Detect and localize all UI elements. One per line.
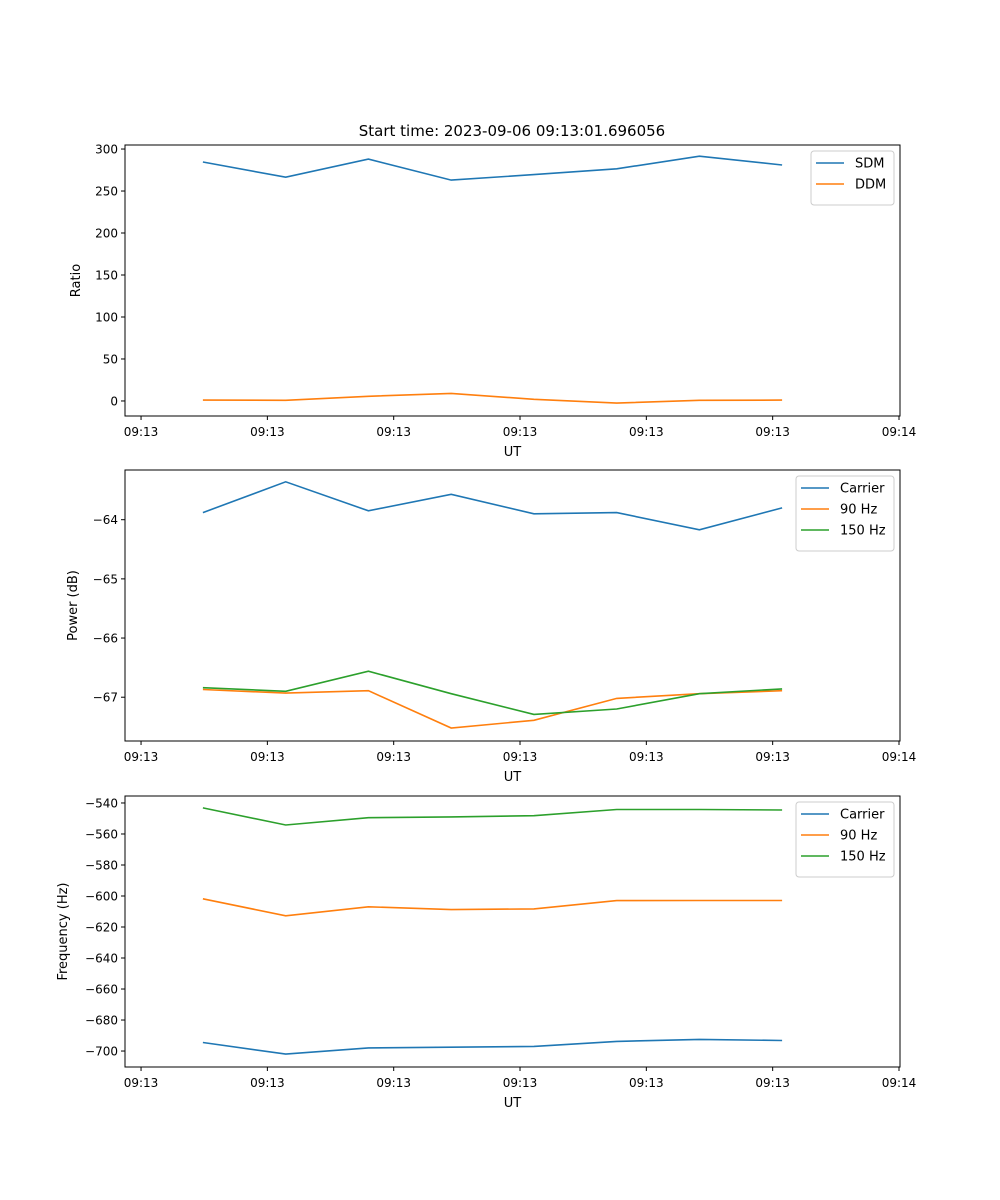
legend: SDM DDM [810,150,895,206]
series-line-carrier [202,480,783,531]
x-tick-label: 09:13 [250,750,285,764]
x-tick-label: 09:13 [503,750,538,764]
y-axis-label: Power (dB) [66,570,81,641]
subplot-2: 09:13 09:13 09:13 09:13 09:13 09:13 09:14 −67 −6… [66,469,917,785]
x-tick-label: 09:14 [882,1076,917,1090]
axes-frame [124,469,901,742]
series-line-ddm [202,392,783,404]
x-tick-label: 09:13 [250,1076,285,1090]
x-tick-label: 09:13 [376,425,411,439]
legend-label: 90 Hz [840,503,877,518]
legend-label: 90 Hz [840,829,877,844]
y-tick-label: −660 [85,983,118,997]
subplot-3: 09:13 09:13 09:13 09:13 09:13 09:13 09:14 −700 −… [56,795,917,1111]
x-tick-label: 09:13 [629,750,664,764]
subplot-1: 09:13 09:13 09:13 09:13 09:13 09:13 09:14 0 50 10… [69,143,916,460]
y-axis-label: Ratio [69,264,84,297]
series-line-90-hz [202,688,783,729]
x-tick-label: 09:13 [124,750,159,764]
y-tick-label: 0 [110,394,118,408]
x-tick-label: 09:14 [882,750,917,764]
y-tick-label: −65 [93,572,118,586]
y-tick-label: 100 [95,310,118,324]
x-tick-label: 09:13 [376,1076,411,1090]
legend-box [810,150,895,206]
axes-frame [124,144,901,417]
legend-label: Carrier [840,482,885,497]
x-tick-label: 09:13 [755,1076,790,1090]
y-tick-label: −640 [85,952,118,966]
y-tick-label: −66 [93,632,118,646]
y-tick-label: −67 [93,691,118,705]
series-line-150-hz [202,670,783,716]
y-tick-label: 200 [95,227,118,241]
y-tick-label: 300 [95,143,118,157]
legend-box [795,475,895,552]
legend-label: 150 Hz [840,850,886,865]
y-tick-label: −680 [85,1014,118,1028]
axes-frame [124,795,901,1068]
x-tick-label: 09:13 [376,750,411,764]
series-line-150-hz [202,807,783,826]
x-tick-label: 09:13 [503,1076,538,1090]
x-axis-label: UT [504,770,522,785]
x-tick-label: 09:13 [629,1076,664,1090]
y-tick-label: −64 [93,513,118,527]
legend-label: DDM [855,178,886,193]
legend: Carrier 90 Hz 150 Hz [795,475,895,552]
x-tick-label: 09:13 [755,425,790,439]
series-line-90-hz [202,898,783,917]
series-line-sdm [202,155,783,181]
y-tick-label: −540 [85,796,118,810]
legend-label: 150 Hz [840,524,886,539]
x-tick-label: 09:13 [503,425,538,439]
x-axis-label: UT [504,445,522,460]
legend-label: SDM [855,157,884,172]
y-axis-label: Frequency (Hz) [56,882,71,980]
x-tick-label: 09:13 [629,425,664,439]
y-tick-label: 150 [95,268,118,282]
y-tick-label: −620 [85,921,118,935]
y-tick-label: −600 [85,889,118,903]
x-tick-label: 09:14 [882,425,917,439]
y-tick-label: −560 [85,827,118,841]
x-tick-label: 09:13 [755,750,790,764]
series-line-carrier [202,1038,783,1055]
x-tick-label: 09:13 [124,1076,159,1090]
y-tick-label: 50 [103,352,118,366]
x-tick-label: 09:13 [124,425,159,439]
legend: Carrier 90 Hz 150 Hz [795,801,895,878]
x-axis-label: UT [504,1096,522,1111]
chart-title: Start time: 2023-09-06 09:13:01.696056 [359,122,665,140]
y-tick-label: 250 [95,185,118,199]
legend-box [795,801,895,878]
y-tick-label: −700 [85,1045,118,1059]
x-tick-label: 09:13 [250,425,285,439]
y-tick-label: −580 [85,858,118,872]
legend-label: Carrier [840,808,885,823]
